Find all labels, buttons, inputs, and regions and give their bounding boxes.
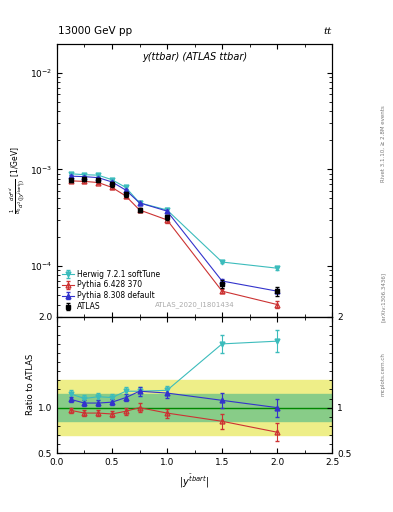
Y-axis label: $\frac{1}{\sigma_0}\frac{d\sigma^{nd}}{d^2(|y^{\bar{t}bar{t}}|)}$ [1/GeV]: $\frac{1}{\sigma_0}\frac{d\sigma^{nd}}{d… — [8, 146, 28, 214]
Legend: Herwig 7.2.1 softTune, Pythia 6.428 370, Pythia 8.308 default, ATLAS: Herwig 7.2.1 softTune, Pythia 6.428 370,… — [61, 268, 162, 313]
Text: mcplots.cern.ch: mcplots.cern.ch — [381, 352, 386, 396]
Text: 13000 GeV pp: 13000 GeV pp — [58, 26, 132, 36]
X-axis label: $|y^{\bar{t}bar{t}}|$: $|y^{\bar{t}bar{t}}|$ — [179, 473, 210, 490]
Text: ATLAS_2020_I1801434: ATLAS_2020_I1801434 — [155, 302, 234, 308]
Text: tt: tt — [323, 27, 331, 36]
Text: [arXiv:1306.3436]: [arXiv:1306.3436] — [381, 272, 386, 322]
Text: y(ttbar) (ATLAS ttbar): y(ttbar) (ATLAS ttbar) — [142, 52, 247, 62]
Text: Rivet 3.1.10, ≥ 2.8M events: Rivet 3.1.10, ≥ 2.8M events — [381, 105, 386, 182]
Y-axis label: Ratio to ATLAS: Ratio to ATLAS — [26, 354, 35, 415]
